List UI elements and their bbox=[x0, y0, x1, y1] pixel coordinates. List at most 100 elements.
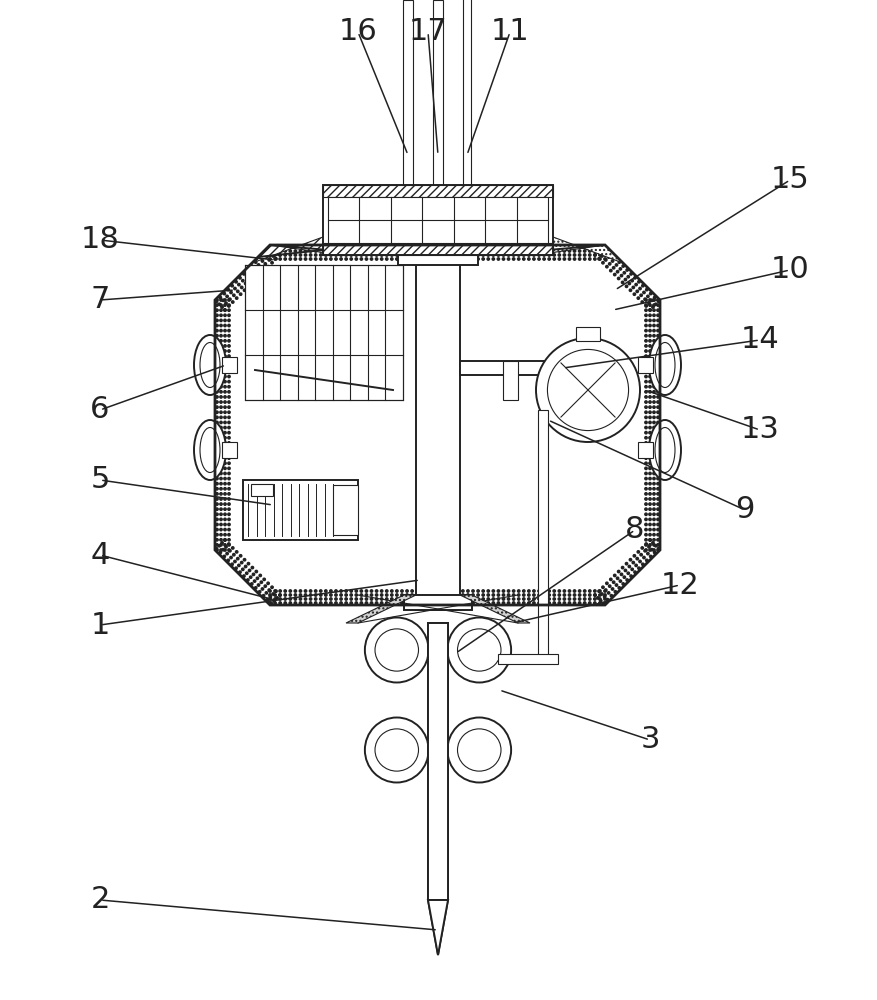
Circle shape bbox=[452, 594, 454, 596]
Circle shape bbox=[390, 602, 393, 604]
Text: 7: 7 bbox=[90, 286, 110, 314]
Circle shape bbox=[220, 452, 222, 454]
Circle shape bbox=[624, 278, 627, 281]
Circle shape bbox=[220, 421, 222, 424]
Circle shape bbox=[411, 246, 413, 248]
Circle shape bbox=[512, 258, 515, 260]
Circle shape bbox=[228, 498, 230, 500]
Circle shape bbox=[345, 598, 347, 600]
Bar bbox=[416, 240, 460, 610]
Circle shape bbox=[345, 250, 347, 252]
Circle shape bbox=[528, 602, 530, 604]
Circle shape bbox=[224, 539, 226, 541]
Circle shape bbox=[228, 472, 230, 475]
Circle shape bbox=[628, 565, 631, 568]
Circle shape bbox=[228, 324, 230, 327]
Circle shape bbox=[461, 590, 464, 592]
Circle shape bbox=[310, 246, 312, 248]
Circle shape bbox=[657, 508, 660, 510]
Circle shape bbox=[330, 590, 332, 592]
Circle shape bbox=[497, 254, 500, 256]
Circle shape bbox=[269, 596, 272, 598]
Circle shape bbox=[224, 386, 226, 388]
Circle shape bbox=[649, 452, 652, 454]
Circle shape bbox=[396, 590, 398, 592]
Circle shape bbox=[603, 594, 606, 596]
Circle shape bbox=[355, 602, 358, 604]
Circle shape bbox=[657, 309, 660, 311]
Circle shape bbox=[350, 254, 353, 256]
Circle shape bbox=[523, 250, 525, 252]
Circle shape bbox=[477, 602, 480, 604]
Circle shape bbox=[335, 258, 337, 260]
Circle shape bbox=[216, 340, 218, 342]
Circle shape bbox=[657, 345, 660, 347]
Circle shape bbox=[512, 254, 515, 256]
Circle shape bbox=[492, 246, 495, 248]
Circle shape bbox=[599, 594, 601, 596]
Circle shape bbox=[335, 246, 337, 248]
Circle shape bbox=[472, 590, 474, 592]
Circle shape bbox=[390, 254, 393, 256]
Circle shape bbox=[538, 250, 540, 252]
Circle shape bbox=[221, 306, 224, 308]
Circle shape bbox=[253, 580, 256, 582]
Circle shape bbox=[603, 254, 606, 256]
Circle shape bbox=[274, 594, 276, 596]
Circle shape bbox=[416, 258, 418, 260]
Circle shape bbox=[492, 250, 495, 252]
Circle shape bbox=[599, 590, 601, 592]
Circle shape bbox=[645, 391, 647, 393]
Circle shape bbox=[619, 580, 622, 582]
Circle shape bbox=[523, 602, 525, 604]
Circle shape bbox=[299, 598, 302, 600]
Circle shape bbox=[532, 602, 535, 604]
Circle shape bbox=[644, 550, 646, 552]
Circle shape bbox=[268, 590, 271, 592]
Circle shape bbox=[431, 254, 433, 256]
Circle shape bbox=[657, 528, 660, 531]
Circle shape bbox=[441, 602, 444, 604]
Text: 17: 17 bbox=[409, 17, 447, 46]
Circle shape bbox=[243, 559, 246, 561]
Circle shape bbox=[319, 258, 322, 260]
Circle shape bbox=[652, 355, 655, 357]
Circle shape bbox=[248, 569, 251, 572]
Circle shape bbox=[216, 401, 218, 403]
Circle shape bbox=[228, 543, 230, 545]
Circle shape bbox=[645, 472, 647, 475]
Circle shape bbox=[649, 314, 652, 317]
Circle shape bbox=[579, 598, 581, 600]
Circle shape bbox=[512, 590, 515, 592]
Circle shape bbox=[324, 246, 327, 248]
Circle shape bbox=[319, 246, 322, 248]
Circle shape bbox=[220, 523, 222, 526]
Circle shape bbox=[224, 396, 226, 398]
Circle shape bbox=[279, 602, 282, 604]
Circle shape bbox=[416, 594, 418, 596]
Circle shape bbox=[284, 598, 287, 600]
Bar bbox=[328, 197, 548, 243]
Circle shape bbox=[652, 457, 655, 459]
Ellipse shape bbox=[458, 629, 501, 671]
Circle shape bbox=[622, 265, 624, 267]
Circle shape bbox=[216, 437, 218, 439]
Circle shape bbox=[365, 594, 367, 596]
Circle shape bbox=[563, 598, 566, 600]
Circle shape bbox=[246, 276, 248, 278]
Ellipse shape bbox=[194, 335, 226, 395]
Circle shape bbox=[401, 246, 403, 248]
Circle shape bbox=[477, 246, 480, 248]
Circle shape bbox=[472, 602, 474, 604]
Circle shape bbox=[624, 569, 627, 572]
Circle shape bbox=[256, 271, 259, 273]
Circle shape bbox=[467, 254, 469, 256]
Circle shape bbox=[274, 250, 276, 252]
Circle shape bbox=[225, 302, 227, 304]
Circle shape bbox=[436, 598, 438, 600]
Circle shape bbox=[236, 297, 238, 299]
Circle shape bbox=[324, 598, 327, 600]
Circle shape bbox=[457, 250, 459, 252]
Circle shape bbox=[579, 602, 581, 604]
Circle shape bbox=[381, 246, 383, 248]
